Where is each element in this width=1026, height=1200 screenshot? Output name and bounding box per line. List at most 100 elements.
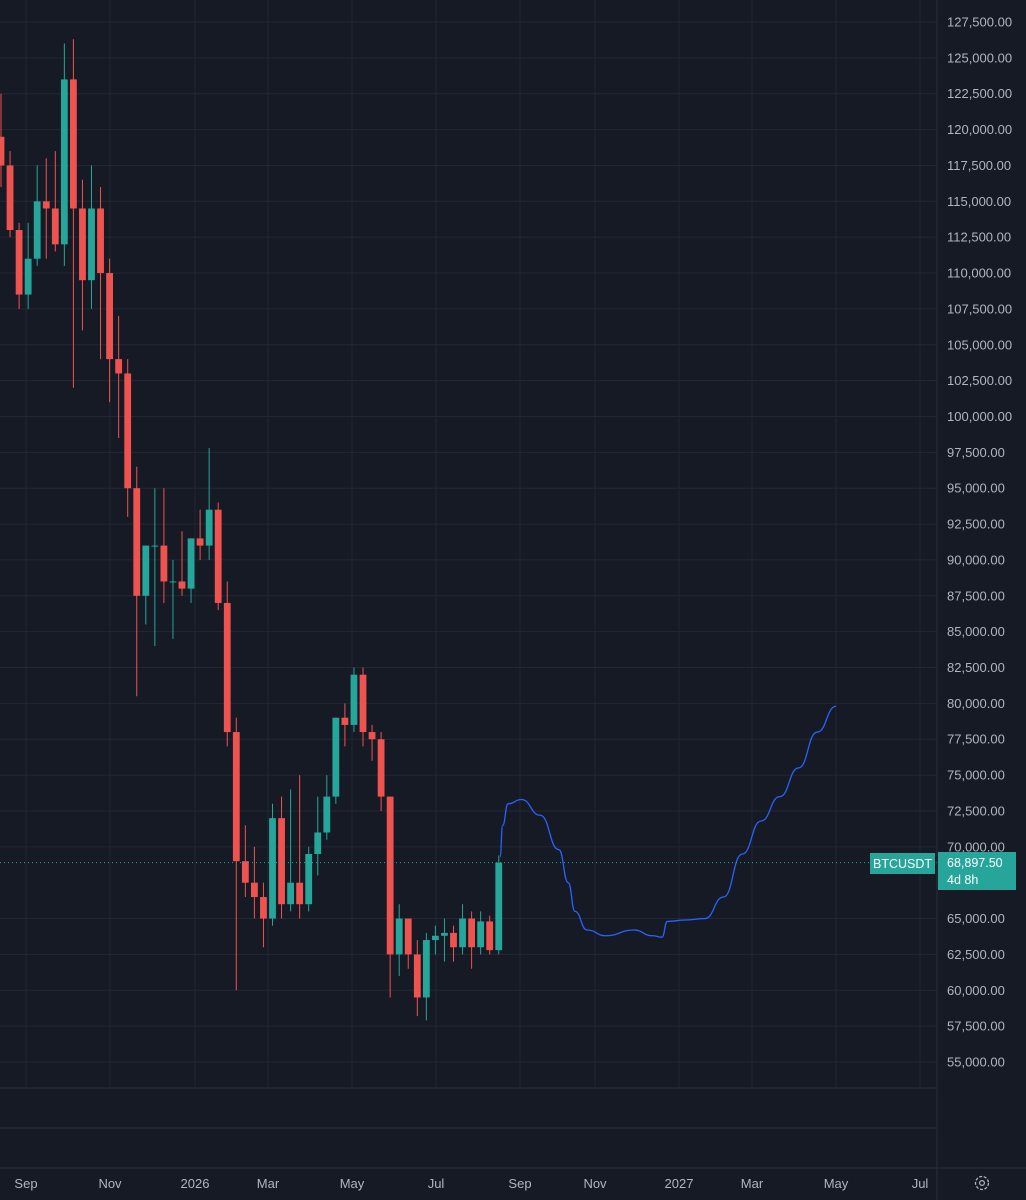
candle-down [368,724,376,761]
price-tick-label: 77,500.00 [947,732,1005,747]
candle-up [33,165,41,266]
price-tick-label: 127,500.00 [947,15,1012,30]
candle-body [42,201,50,209]
price-tick-label: 92,500.00 [947,517,1005,532]
candle-down [15,222,23,309]
time-tick-label: Jul [912,1176,929,1191]
price-axis[interactable]: 127,500.00 125,000.00 122,500.00 120,000.00… [947,15,1012,1070]
candle-body [15,230,23,295]
candle-body [450,932,457,948]
candle-up [323,775,331,840]
last-price-tag: 68,897.50 4d 8h [938,852,1016,890]
candle-up [287,789,294,912]
time-axis[interactable]: Sep Nov 2026 Mar May Jul Sep Nov 2027 Mar May Jul [14,1176,928,1191]
price-tick-label: 97,500.00 [947,445,1005,460]
candle-down [341,703,349,747]
time-tick-label: May [824,1176,849,1191]
candle-body [269,818,276,919]
candle-body [305,854,313,905]
candle-down [296,775,304,919]
candle-up [314,796,322,876]
bar-countdown: 4d 8h [947,873,978,887]
candle-down [413,940,421,1017]
candle-down [133,466,141,697]
price-tick-label: 90,000.00 [947,552,1005,567]
price-tick-label: 72,500.00 [947,803,1005,818]
candle-body [142,545,150,596]
time-tick-label: May [340,1176,365,1191]
candle-up [60,43,68,266]
price-tick-label: 122,500.00 [947,86,1012,101]
candle-down [70,39,77,388]
price-tick-label: 75,000.00 [947,768,1005,783]
candle-body [296,882,304,905]
candle-body [350,674,358,725]
candle-body [196,538,204,546]
candle-body [422,940,430,998]
price-tick-label: 55,000.00 [947,1055,1005,1070]
time-tick-label: Mar [741,1176,764,1191]
price-tick-label: 125,000.00 [947,50,1012,65]
candle-down [42,158,50,259]
candle-up [432,925,439,955]
settings-gear-icon[interactable] [974,1175,990,1191]
price-tick-label: 60,000.00 [947,983,1005,998]
candle-down [241,825,249,898]
candle-body [133,488,141,596]
time-tick-label: Nov [98,1176,122,1191]
symbol-tag: BTCUSDT [870,853,935,874]
last-price-tag-box [938,852,1016,890]
candle-down [97,186,104,360]
candle-up [305,846,313,912]
candle-body [51,208,59,245]
candle-body [97,208,104,274]
candle-body [60,79,68,245]
candle-body [33,201,41,259]
candle-down [251,846,258,919]
projection-drawing-line[interactable] [499,705,837,938]
last-price-value: 68,897.50 [947,856,1003,870]
candle-body [214,509,222,603]
price-tick-label: 102,500.00 [947,373,1012,388]
candle-down [6,151,14,238]
candlestick-series [0,39,503,1021]
candle-down [178,531,186,596]
candle-down [486,915,494,955]
candle-body [314,832,322,854]
candle-down [79,179,86,331]
candle-down [214,502,222,611]
price-tick-label: 87,500.00 [947,588,1005,603]
candle-body [495,862,503,951]
candle-body [359,674,367,733]
price-tick-label: 112,500.00 [947,230,1011,245]
candle-down [106,258,113,403]
candle-down [160,488,168,603]
symbol-tag-box [870,853,935,874]
candle-down [124,359,132,517]
candle-down [278,796,285,919]
price-tick-label: 100,000.00 [947,409,1012,424]
candle-body [278,818,285,905]
candle-down [223,581,231,747]
candle-down [51,151,59,252]
candle-body [160,545,168,582]
price-tick-label: 110,000.00 [947,266,1011,281]
price-tick-label: 85,000.00 [947,624,1005,639]
price-tick-label: 105,000.00 [947,337,1012,352]
candle-up [24,222,32,309]
candle-up [459,904,466,955]
price-tick-label: 62,500.00 [947,947,1005,962]
candle-up [395,904,403,976]
price-tick-label: 70,000.00 [947,839,1005,854]
time-tick-label: Sep [14,1176,37,1191]
candle-up [477,911,485,955]
candle-body [24,258,32,295]
candle-up [187,538,195,603]
candle-down [232,717,240,991]
candle-body [386,796,394,955]
candle-down [196,509,204,560]
candle-body [187,538,195,589]
candle-up [169,559,177,639]
time-tick-label: Sep [508,1176,531,1191]
